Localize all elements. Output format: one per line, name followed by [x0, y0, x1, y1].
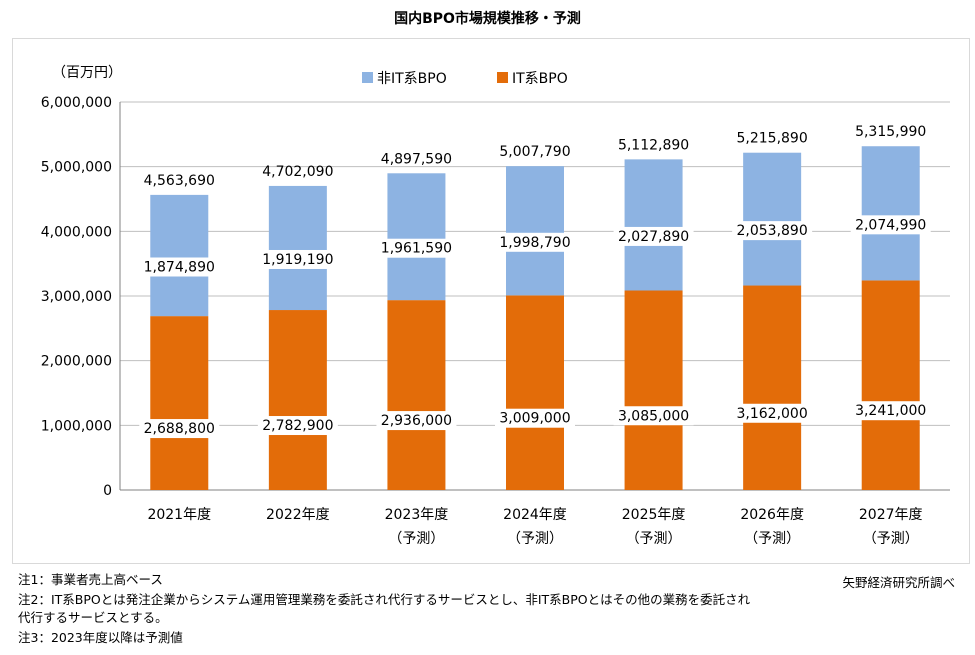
bar-it-bpo	[387, 300, 446, 490]
data-label-background	[257, 249, 338, 269]
data-label-it-bpo: 2,782,900	[262, 418, 333, 434]
y-tick-label: 0	[103, 483, 112, 499]
data-label-non-it-bpo: 1,998,790	[499, 235, 570, 251]
data-label-total: 4,563,690	[144, 173, 215, 189]
note-2-line-1: 注2：IT系BPOとは発注企業からシステム運用管理業務を委託され代行するサービス…	[18, 592, 751, 607]
data-label-it-bpo: 3,162,000	[737, 406, 808, 422]
note-1: 注1：事業者売上高ベース	[18, 572, 163, 587]
data-label-total: 5,215,890	[737, 131, 808, 147]
bar-it-bpo	[861, 280, 920, 490]
data-label-it-bpo: 2,936,000	[381, 413, 452, 429]
note-2-line-2: 代行するサービスとする。	[18, 610, 168, 625]
bar-non-it-bpo	[624, 159, 683, 291]
x-tick-sublabel: （予測）	[744, 531, 800, 547]
data-label-background	[850, 401, 931, 421]
bar-non-it-bpo	[861, 146, 920, 281]
data-label-it-bpo: 3,085,000	[618, 408, 689, 424]
x-tick-sublabel: （予測）	[863, 531, 919, 547]
bar-it-bpo	[150, 316, 209, 490]
bar-non-it-bpo	[387, 173, 446, 301]
data-label-it-bpo: 2,688,800	[144, 421, 215, 437]
x-tick-label: 2027年度	[859, 507, 923, 523]
bar-it-bpo	[743, 285, 802, 490]
legend-swatch	[497, 72, 508, 83]
note-3: 注3：2023年度以降は予測値	[18, 630, 183, 645]
data-label-total: 5,112,890	[618, 137, 689, 153]
x-tick-label: 2022年度	[266, 507, 330, 523]
data-label-background	[732, 221, 813, 241]
x-tick-label: 2021年度	[147, 507, 211, 523]
x-tick-sublabel: （予測）	[507, 531, 563, 547]
bar-non-it-bpo	[506, 166, 564, 296]
bar-non-it-bpo	[268, 185, 327, 311]
data-label-non-it-bpo: 1,961,590	[381, 241, 452, 257]
y-tick-label: 3,000,000	[41, 289, 112, 305]
data-label-background	[139, 419, 220, 439]
data-label-background	[257, 416, 338, 436]
data-label-non-it-bpo: 2,074,990	[855, 217, 926, 233]
data-label-total: 5,315,990	[855, 124, 926, 140]
bar-it-bpo	[624, 290, 683, 490]
legend-swatch	[362, 72, 373, 83]
stacked-bar-chart: 0 1,000,000 2,000,000 3,000,000 4,000,000 5,0…	[41, 65, 950, 547]
legend-label: IT系BPO	[512, 71, 568, 87]
bar-it-bpo	[268, 310, 327, 490]
data-label-non-it-bpo: 1,874,890	[144, 260, 215, 276]
y-tick-label: 2,000,000	[41, 354, 112, 370]
legend-label: 非IT系BPO	[377, 71, 447, 87]
data-label-non-it-bpo: 2,027,890	[618, 229, 689, 245]
data-label-background	[495, 232, 575, 252]
data-label-total: 5,007,790	[499, 144, 570, 160]
data-label-non-it-bpo: 1,919,190	[262, 252, 333, 268]
chart-area	[12, 38, 970, 564]
y-tick-label: 1,000,000	[41, 418, 112, 434]
data-label-background	[732, 403, 813, 423]
data-label-total: 4,897,590	[381, 151, 452, 167]
data-label-background	[139, 257, 220, 277]
data-label-background	[495, 408, 575, 428]
data-label-background	[850, 215, 931, 235]
chart-title: 国内BPO市場規模推移・予測	[394, 11, 581, 27]
y-tick-label: 6,000,000	[41, 95, 112, 111]
bar-non-it-bpo	[150, 194, 209, 317]
y-tick-label: 4,000,000	[41, 224, 112, 240]
data-label-background	[613, 406, 694, 426]
bar-non-it-bpo	[743, 152, 802, 286]
data-label-background	[376, 411, 457, 431]
data-label-non-it-bpo: 2,053,890	[737, 223, 808, 239]
x-tick-sublabel: （予測）	[388, 531, 444, 547]
x-tick-label: 2025年度	[622, 507, 686, 523]
data-label-it-bpo: 3,009,000	[499, 411, 570, 427]
x-tick-sublabel: （予測）	[626, 531, 682, 547]
y-tick-label: 5,000,000	[41, 160, 112, 176]
data-label-background	[613, 226, 694, 246]
data-label-background	[376, 238, 457, 258]
x-tick-label: 2023年度	[385, 507, 449, 523]
bar-it-bpo	[506, 295, 564, 490]
data-label-it-bpo: 3,241,000	[855, 403, 926, 419]
source-credit: 矢野経済研究所調べ	[842, 575, 955, 590]
data-label-total: 4,702,090	[262, 164, 333, 180]
x-tick-label: 2026年度	[740, 507, 804, 523]
x-tick-label: 2024年度	[503, 507, 567, 523]
y-unit-label: （百万円）	[52, 65, 122, 81]
